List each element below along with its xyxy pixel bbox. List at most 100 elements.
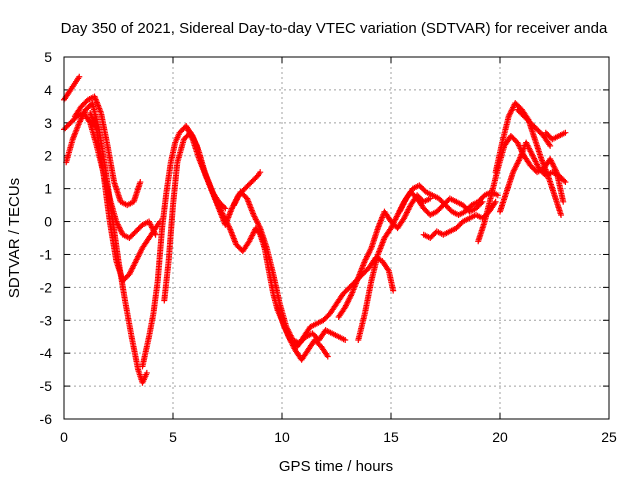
data-point [137, 179, 144, 186]
series-arc-12 [335, 192, 434, 320]
data-point [473, 205, 480, 212]
data-point [177, 128, 184, 135]
x-tick-label: 10 [274, 429, 290, 445]
data-point [345, 285, 352, 292]
data-point [528, 121, 535, 128]
data-point [443, 203, 450, 210]
data-point [431, 231, 438, 238]
data-point [66, 121, 73, 128]
data-point [130, 231, 137, 238]
data-point [510, 135, 517, 142]
data-point [129, 232, 136, 239]
data-point [464, 206, 471, 213]
data-point [477, 196, 484, 203]
data-point [527, 162, 534, 169]
data-point [243, 184, 250, 191]
data-point [321, 315, 328, 322]
chart-title: Day 350 of 2021, Sidereal Day-to-day VTE… [61, 20, 608, 37]
data-point [418, 184, 425, 191]
data-point [507, 132, 514, 139]
data-point [287, 337, 294, 344]
data-point [518, 110, 525, 117]
data-point [182, 134, 189, 141]
data-point [422, 206, 429, 213]
data-point [63, 123, 70, 130]
y-tick-label: -3 [40, 312, 53, 328]
data-point [423, 208, 430, 215]
data-point [70, 117, 77, 124]
data-point [528, 163, 535, 170]
data-point [435, 207, 442, 214]
data-point [324, 353, 331, 360]
data-point [439, 199, 446, 206]
data-point [542, 129, 549, 136]
data-point [82, 106, 89, 113]
data-point [462, 208, 469, 215]
data-point [68, 118, 75, 125]
data-point [340, 290, 347, 297]
data-point [134, 227, 141, 234]
data-point [310, 331, 317, 338]
data-point [559, 176, 566, 183]
data-point [237, 188, 244, 195]
x-tick-label: 20 [492, 429, 508, 445]
data-point [427, 235, 434, 241]
data-point [179, 127, 186, 134]
data-point [136, 224, 143, 231]
data-point [540, 169, 547, 176]
data-point [546, 133, 553, 140]
data-point [562, 179, 569, 186]
data-point [530, 122, 537, 129]
data-point [176, 129, 183, 136]
x-tick-label: 25 [601, 429, 617, 445]
data-point [240, 191, 247, 198]
data-point [428, 233, 435, 240]
data-point [561, 177, 568, 184]
data-point [127, 233, 134, 240]
data-point [456, 222, 463, 229]
data-point [342, 288, 349, 295]
data-point [82, 99, 89, 106]
data-point [241, 192, 248, 199]
data-point [509, 134, 516, 141]
data-point [248, 179, 255, 186]
data-point [520, 113, 527, 120]
data-point [126, 235, 133, 241]
data-point [222, 205, 229, 212]
data-point [536, 129, 543, 136]
data-point [343, 286, 350, 293]
data-point [513, 101, 520, 108]
data-point [416, 182, 423, 189]
data-point [363, 267, 370, 274]
y-axis-label: SDTVAR / TECUs [6, 178, 23, 298]
data-point [324, 313, 331, 320]
data-point [85, 104, 92, 111]
data-point [454, 223, 461, 230]
data-point [461, 203, 468, 210]
series-arc-11 [274, 254, 397, 350]
y-tick-label: 4 [44, 82, 52, 98]
series-arc-5 [87, 109, 163, 284]
data-point [534, 126, 541, 133]
data-point [64, 122, 71, 129]
data-point [463, 207, 470, 214]
data-point [436, 206, 443, 213]
data-point [247, 180, 254, 187]
data-point [562, 129, 569, 136]
data-point [424, 209, 431, 216]
data-point [135, 225, 142, 232]
x-tick-label: 15 [383, 429, 399, 445]
data-point [444, 198, 451, 205]
data-point [437, 196, 444, 203]
data-point [466, 204, 473, 211]
series-arc-15 [420, 198, 499, 241]
data-point [441, 200, 448, 207]
data-point [545, 132, 552, 139]
series-arc-1 [61, 73, 83, 103]
x-tick-label: 5 [169, 429, 177, 445]
data-point [446, 206, 453, 213]
data-point [476, 197, 483, 204]
data-point [547, 142, 554, 149]
data-point [538, 168, 545, 175]
data-point [251, 176, 258, 183]
